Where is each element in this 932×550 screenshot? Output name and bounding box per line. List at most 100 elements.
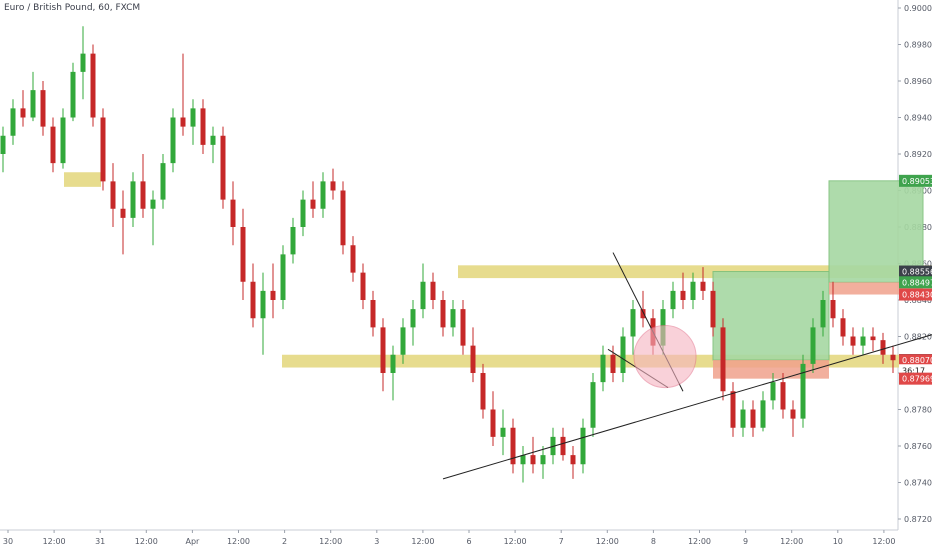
candle-body	[300, 199, 306, 227]
candle-body	[510, 427, 516, 465]
candle-body	[460, 309, 466, 346]
candle-body	[180, 117, 186, 127]
candle-body	[310, 199, 316, 209]
x-tick-label: 7	[559, 537, 564, 546]
x-tick-label: 3	[374, 537, 379, 546]
price-label-box	[899, 174, 932, 187]
candle-body	[520, 455, 526, 465]
candle-body	[640, 309, 646, 319]
candle-body	[760, 400, 766, 428]
candle-body	[110, 181, 116, 209]
candle-body	[480, 373, 486, 410]
candle-body	[630, 309, 636, 337]
x-tick-label: 31	[95, 537, 105, 546]
candle-body	[740, 409, 746, 428]
sr-zone[interactable]	[282, 354, 932, 368]
candle-body	[340, 190, 346, 246]
x-tick-label: 9	[743, 537, 748, 546]
price-label-box	[899, 276, 932, 289]
candle-body	[400, 327, 406, 355]
x-tick-label: 12:00	[411, 537, 434, 546]
candle-body	[240, 227, 246, 282]
candle-body	[250, 281, 256, 319]
highlight-circle[interactable]	[633, 325, 697, 389]
candle-body	[220, 135, 226, 200]
candle-body	[390, 354, 396, 373]
candle-body	[840, 318, 846, 337]
price-label-text: 0.89053	[902, 177, 932, 186]
candle-body	[780, 382, 786, 410]
price-label-text: 0.88430	[902, 291, 932, 300]
candle-body	[610, 354, 616, 373]
price-label-text: 36:17	[902, 366, 925, 375]
candle-body	[830, 300, 836, 319]
candle-body	[530, 455, 536, 465]
candle-body	[410, 309, 416, 328]
x-tick-label: 6	[466, 537, 471, 546]
candle-body	[500, 427, 506, 437]
candle-body	[770, 382, 776, 401]
candle-body	[40, 90, 46, 127]
x-tick-label: 12:00	[596, 537, 619, 546]
candle-body	[730, 391, 736, 428]
trendline[interactable]	[442, 326, 932, 480]
candle-body	[260, 290, 266, 319]
candle-body	[80, 53, 86, 72]
price-label-text: 0.88070	[902, 356, 932, 365]
candle-body	[800, 363, 806, 419]
chart-title: Euro / British Pound, 60, FXCM	[4, 3, 141, 13]
candle-body	[490, 409, 496, 437]
candle-body	[850, 336, 856, 346]
x-tick-label: 12:00	[135, 537, 158, 546]
x-tick-label: 8	[651, 537, 656, 546]
candle-body	[270, 290, 276, 300]
candle-body	[570, 455, 576, 465]
candle-body	[600, 354, 606, 383]
candle-body	[560, 436, 566, 456]
candle-body	[130, 181, 136, 218]
candle-body	[620, 336, 626, 373]
candle-body	[150, 199, 156, 209]
y-tick-label: 0.87200	[904, 515, 932, 524]
candle-body	[860, 336, 866, 346]
candle-body	[140, 181, 146, 209]
candle-body	[680, 290, 686, 300]
candle-body	[710, 290, 716, 328]
candle-body	[190, 108, 196, 127]
price-label-text: 0.88497	[902, 278, 932, 287]
candle-body	[230, 199, 236, 227]
candle-body	[820, 300, 826, 328]
candle-body	[590, 382, 596, 428]
x-tick-label: 10	[833, 537, 843, 546]
candle-body	[540, 455, 546, 465]
x-tick-label: 12:00	[43, 537, 66, 546]
candle-body	[790, 409, 796, 419]
candle-body	[350, 245, 356, 273]
candle-body	[200, 108, 206, 145]
sr-zone[interactable]	[64, 172, 101, 187]
x-tick-label: 12:00	[319, 537, 342, 546]
candle-body	[750, 409, 756, 428]
candle-body	[890, 354, 896, 361]
candle-body	[450, 309, 456, 328]
candle-body	[160, 163, 166, 200]
x-tick-label: Apr	[185, 537, 200, 546]
x-tick-label: 2	[282, 537, 287, 546]
candle-body	[870, 336, 876, 341]
candle-body	[380, 327, 386, 373]
profit-zone[interactable]	[712, 271, 830, 361]
candle-body	[440, 300, 446, 328]
x-tick-label: 12:00	[504, 537, 527, 546]
profit-zone[interactable]	[828, 180, 924, 283]
candle-body	[120, 208, 126, 218]
candle-body	[170, 117, 176, 164]
